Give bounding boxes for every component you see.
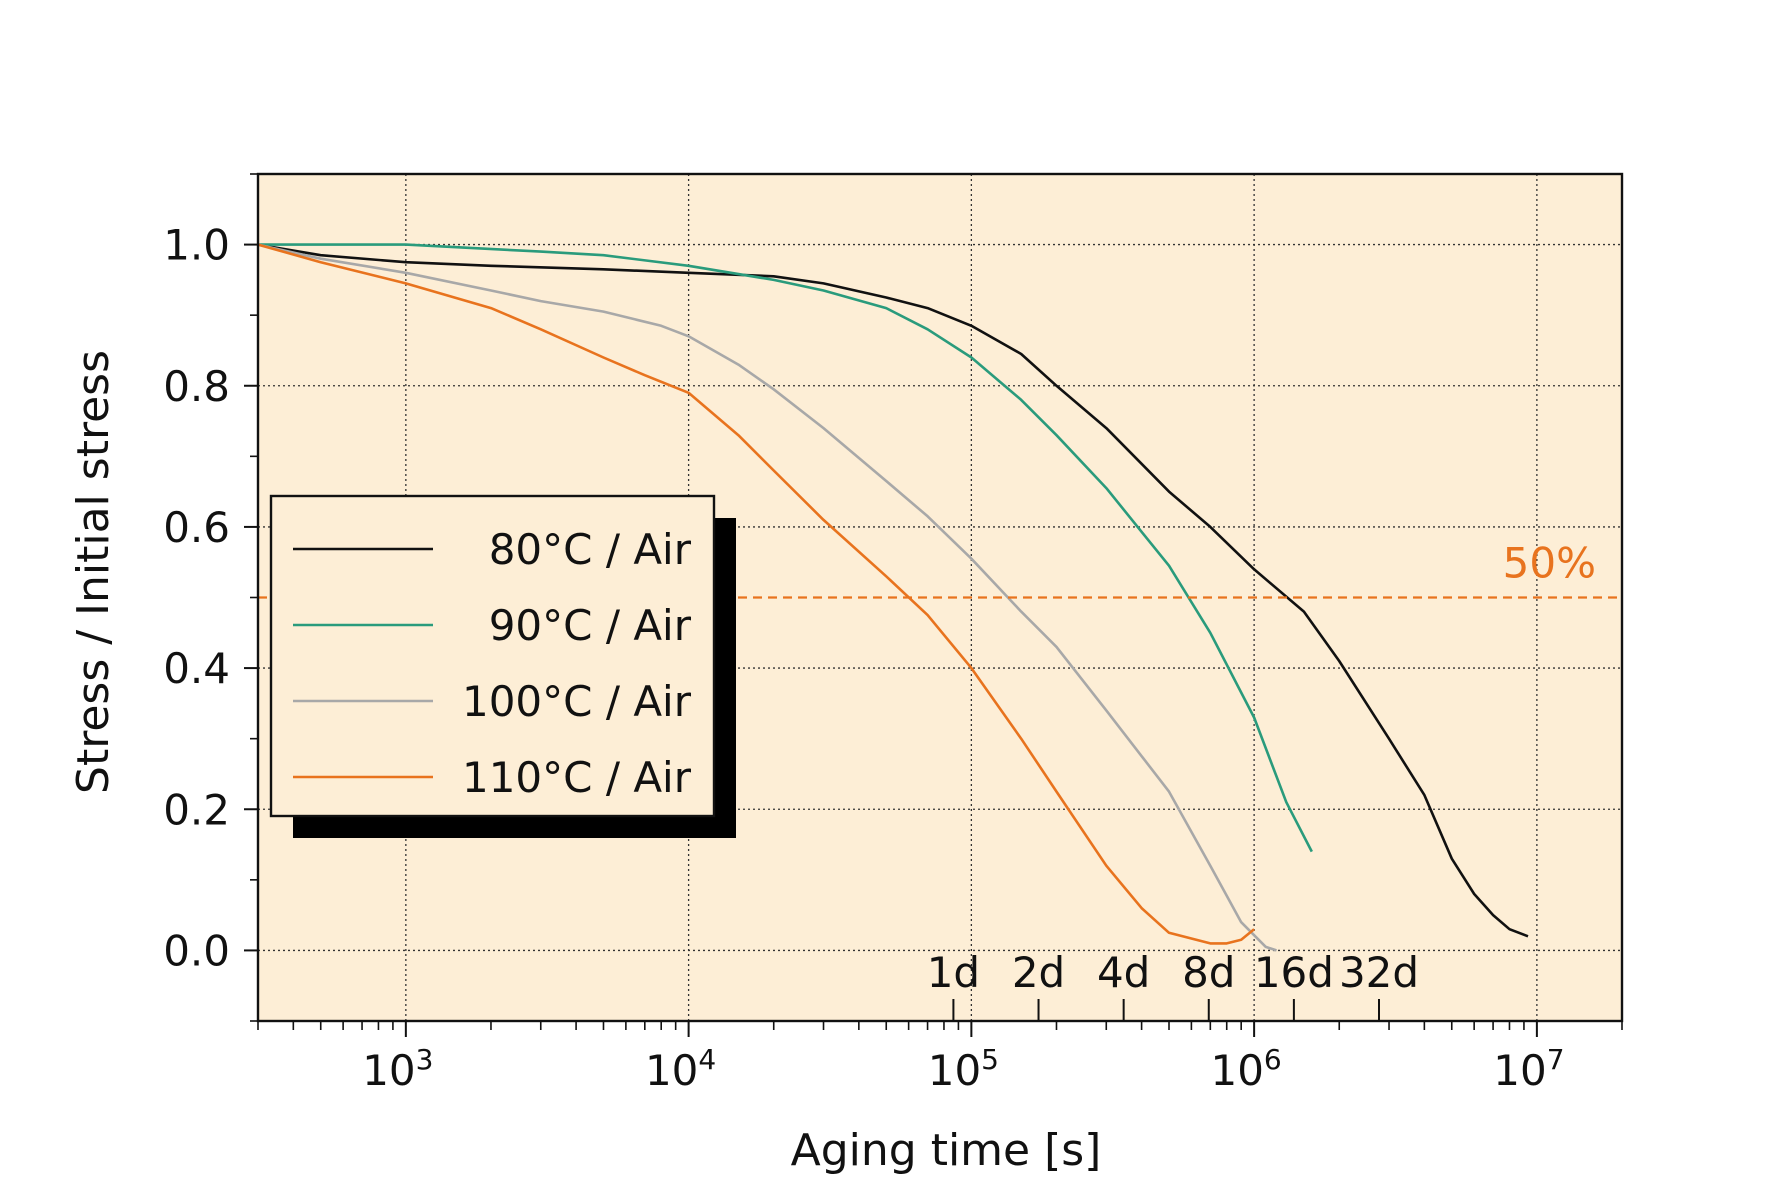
y-tick-label: 0.4 (163, 644, 230, 693)
x-tick-label: 103 (362, 1043, 433, 1095)
series-lines (257, 243, 1529, 952)
series-line-2 (258, 243, 1313, 853)
y-tick-label: 0.0 (163, 926, 230, 975)
day-marker-label: 8d (1182, 948, 1235, 997)
day-marker-label: 16d (1254, 948, 1334, 997)
x-axis-label: Aging time [s] (791, 1125, 1102, 1176)
series-line-4 (257, 243, 1255, 945)
series-line-1 (257, 243, 1529, 938)
legend-label-3: 100°C / Air (462, 677, 692, 726)
legend-label-2: 90°C / Air (489, 601, 692, 650)
x-tick-label: 107 (1493, 1043, 1564, 1095)
x-tick-label: 106 (1210, 1043, 1281, 1095)
legend-label-4: 110°C / Air (462, 753, 692, 802)
y-tick-label: 0.8 (163, 362, 230, 411)
legend: 80°C / Air 90°C / Air 100°C / Air 110°C / A… (269, 494, 736, 838)
y-tick-label: 0.6 (163, 503, 230, 552)
legend-label-1: 80°C / Air (489, 525, 692, 574)
y-axis-label: Stress / Initial stress (68, 350, 119, 794)
x-tick-label: 104 (645, 1043, 716, 1095)
y-tick-label: 0.2 (163, 785, 230, 834)
day-marker-label: 32d (1339, 948, 1419, 997)
day-marker-label: 2d (1012, 948, 1065, 997)
day-marker-label: 1d (927, 948, 980, 997)
reference-line-label: 50% (1503, 539, 1596, 588)
series-line-3 (257, 243, 1277, 952)
x-tick-label: 105 (928, 1043, 999, 1095)
axis-labels: Aging time [s] Stress / Initial stress (68, 350, 1101, 1176)
day-marker-label: 4d (1097, 948, 1150, 997)
y-tick-label: 1.0 (163, 221, 230, 270)
axes: 0.0 0.2 0.4 0.6 0.8 1.0 103 104 105 106 107 (163, 172, 1624, 1095)
day-markers: 1d 2d 4d 8d 16d 32d (927, 948, 1419, 1021)
